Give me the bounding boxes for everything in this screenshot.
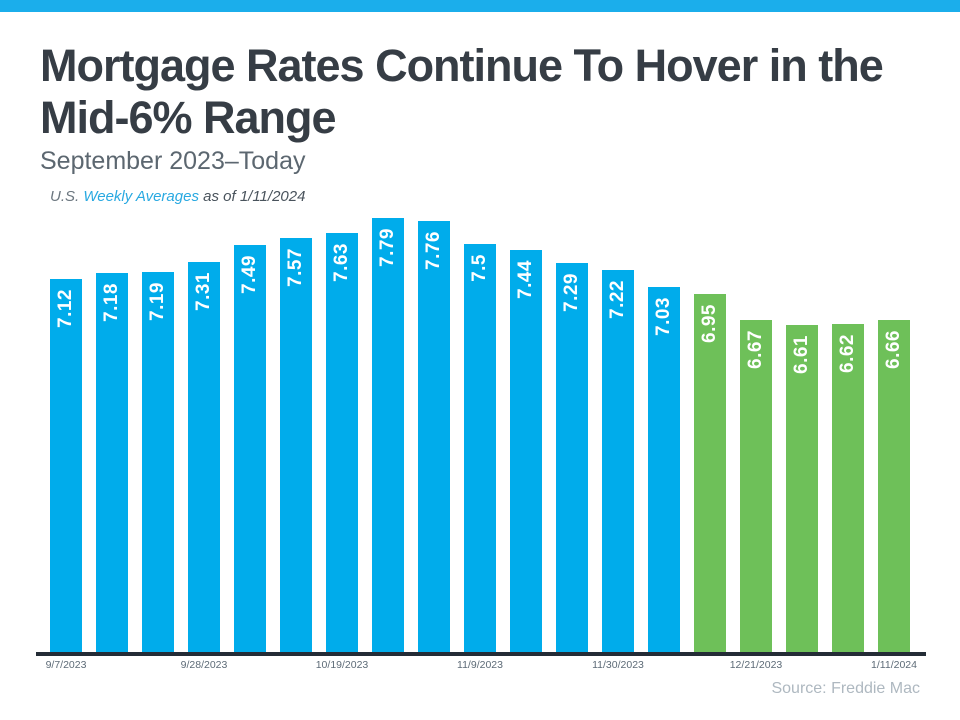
x-axis-tick-label: 9/28/2023: [180, 659, 228, 671]
bar: 7.76: [418, 220, 450, 652]
x-axis-tick-label: 11/9/2023: [457, 659, 503, 671]
bar: 7.63: [326, 232, 358, 652]
chart-annotation: U.S. Weekly Averages as of 1/11/2024: [50, 188, 305, 205]
bar: 6.66: [878, 320, 910, 652]
top-accent-bar: [0, 0, 960, 12]
bar: 7.29: [556, 263, 588, 652]
bar: 7.12: [50, 278, 82, 652]
bar-value-label: 7.44: [515, 259, 536, 299]
x-axis-tick-label: 10/19/2023: [315, 659, 369, 671]
x-axis-tick-label: 12/21/2023: [729, 659, 783, 671]
bar: 7.18: [96, 273, 128, 652]
bar-value-label: 6.61: [791, 334, 812, 374]
bar-value-label: 7.31: [193, 271, 214, 311]
bar: 7.5: [464, 244, 496, 652]
bar-value-label: 7.12: [55, 288, 76, 328]
bar-value-label: 7.49: [239, 255, 260, 295]
bar-value-label: 7.18: [101, 283, 122, 323]
bar-value-label: 7.19: [147, 282, 168, 322]
bar-value-label: 7.76: [423, 230, 444, 270]
bar-value-label: 6.67: [745, 329, 766, 369]
bar: 6.67: [740, 319, 772, 652]
bar-value-label: 6.62: [837, 334, 858, 373]
bar: 7.44: [510, 249, 542, 652]
page-title-line-1: Mortgage Rates Continue To Hover in the: [40, 40, 884, 91]
page-title-line-2: Mid-6% Range: [40, 92, 337, 143]
bar-value-label: 7.63: [331, 242, 352, 282]
source-credit: Source: Freddie Mac: [771, 680, 920, 697]
x-axis-tick-label: 9/7/2023: [45, 659, 87, 671]
bar-value-label: 7.22: [607, 279, 628, 319]
x-axis-line: [36, 652, 926, 656]
annotation-suffix: as of 1/11/2024: [198, 188, 306, 205]
bar: 7.03: [648, 286, 680, 652]
bar: 7.22: [602, 269, 634, 652]
x-axis-tick-labels: 9/7/2023 9/28/2023 10/19/2023 11/9/2023 11/3…: [46, 659, 917, 675]
bar: 7.49: [234, 245, 266, 652]
bar-value-label: 7.79: [377, 228, 398, 267]
bar-value-label: 7.5: [469, 254, 490, 283]
annotation-prefix: U.S.: [50, 188, 84, 205]
bar: 7.79: [372, 218, 404, 652]
bar: 7.57: [280, 238, 312, 652]
bars-container: 7.12 7.18 7.19 7.31 7.49 7.57 7.63 7.79 7.76 7.5 7…: [50, 0, 910, 652]
bar: 7.19: [142, 272, 174, 652]
page-title: Mortgage Rates Continue To Hover in the …: [40, 40, 884, 144]
bar-value-label: 7.03: [653, 296, 674, 336]
weekly-averages-link[interactable]: Weekly Averages: [83, 188, 199, 205]
bar-value-label: 6.66: [883, 330, 904, 370]
bar: 6.95: [694, 294, 726, 652]
bar-value-label: 6.95: [699, 304, 720, 344]
bar: 6.61: [786, 324, 818, 652]
x-axis-tick-label: 11/30/2023: [592, 659, 644, 671]
bar-value-label: 7.57: [285, 248, 306, 287]
x-axis-tick-label: 1/11/2024: [871, 659, 917, 671]
bar: 7.31: [188, 261, 220, 652]
bar-value-label: 7.29: [561, 273, 582, 313]
bar: 6.62: [832, 324, 864, 652]
page-subtitle: September 2023–Today: [40, 147, 306, 175]
